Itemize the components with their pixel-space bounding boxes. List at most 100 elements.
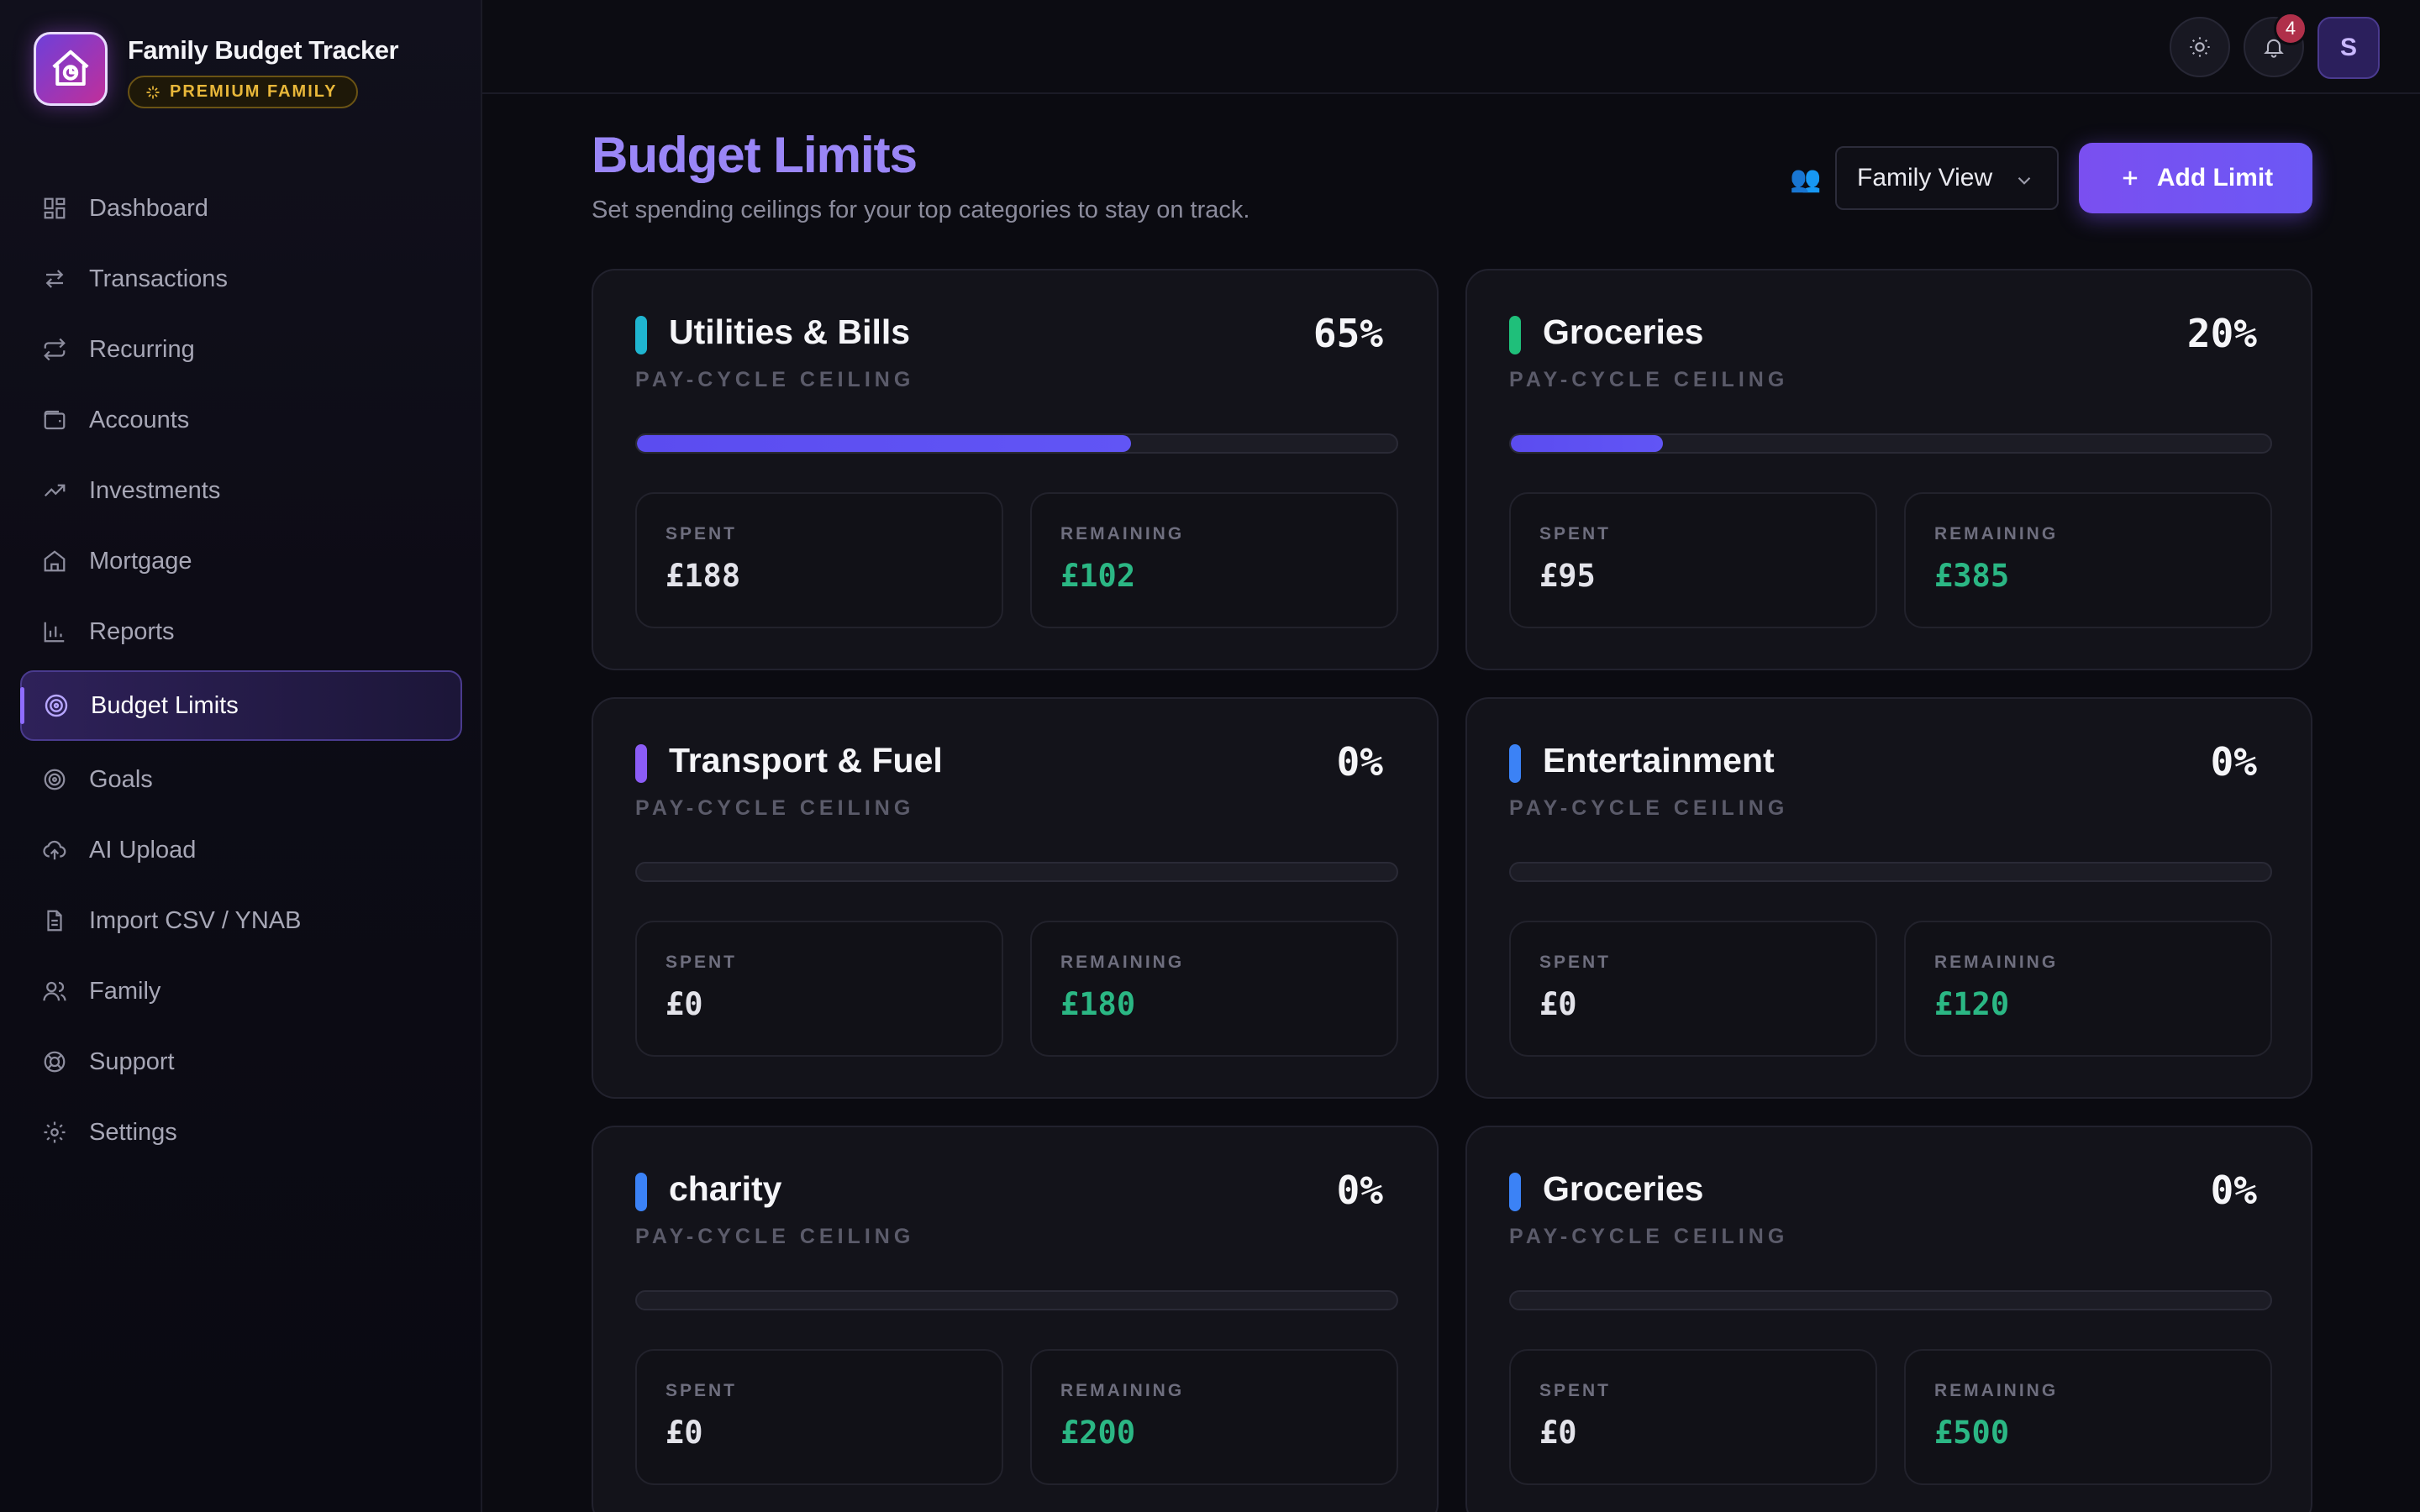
users-icon (40, 977, 69, 1005)
category-color-indicator (1509, 316, 1521, 354)
budget-card[interactable]: charity PAY-CYCLE CEILING 0% SPENT £0 RE… (592, 1126, 1439, 1512)
spent-stat: SPENT £0 (635, 1349, 1003, 1485)
remaining-stat: REMAINING £200 (1030, 1349, 1398, 1485)
app-logo (34, 32, 108, 106)
spent-stat: SPENT £0 (1509, 921, 1877, 1057)
page-title: Budget Limits (592, 127, 918, 183)
spent-label: SPENT (1539, 524, 1612, 543)
category-name: Entertainment (1543, 741, 1775, 780)
sidebar-item-reports[interactable]: Reports (20, 596, 462, 667)
brand[interactable]: Family Budget Tracker PREMIUM FAMILY (34, 32, 399, 108)
usage-percent: 0% (1336, 1168, 1383, 1213)
spent-value: £0 (666, 986, 703, 1022)
sidebar-item-label: Accounts (89, 406, 190, 433)
sidebar-item-label: Goals (89, 765, 153, 793)
spent-label: SPENT (666, 524, 738, 543)
sidebar-item-label: Recurring (89, 335, 195, 363)
remaining-value: £102 (1060, 558, 1136, 594)
view-select-value: Family View (1857, 164, 1993, 192)
usage-percent: 0% (2210, 739, 2257, 785)
sidebar-item-label: Settings (89, 1118, 177, 1146)
avatar[interactable]: S (2317, 17, 2380, 79)
category-color-indicator (635, 316, 647, 354)
category-color-indicator (635, 744, 647, 783)
sidebar-item-import-csv[interactable]: Import CSV / YNAB (20, 885, 462, 956)
budget-card[interactable]: Utilities & Bills PAY-CYCLE CEILING 65% … (592, 269, 1439, 670)
premium-badge-label: PREMIUM FAMILY (170, 82, 338, 101)
sidebar-item-ai-upload[interactable]: AI Upload (20, 815, 462, 885)
sidebar-item-accounts[interactable]: Accounts (20, 385, 462, 455)
spent-label: SPENT (666, 1381, 738, 1400)
spent-value: £188 (666, 558, 741, 594)
notifications-button[interactable]: 4 (2244, 12, 2307, 77)
ceiling-label: PAY-CYCLE CEILING (1509, 1225, 1789, 1248)
spent-label: SPENT (666, 953, 738, 972)
wallet-icon (40, 406, 69, 434)
sidebar-item-dashboard[interactable]: Dashboard (20, 173, 462, 244)
sidebar-item-support[interactable]: Support (20, 1026, 462, 1097)
sidebar-item-transactions[interactable]: Transactions (20, 244, 462, 314)
sidebar-item-recurring[interactable]: Recurring (20, 314, 462, 385)
view-select[interactable]: Family View (1835, 146, 2059, 210)
budget-card[interactable]: Transport & Fuel PAY-CYCLE CEILING 0% SP… (592, 697, 1439, 1099)
category-color-indicator (1509, 1173, 1521, 1211)
progress-track (635, 862, 1398, 882)
progress-fill (637, 435, 1131, 452)
premium-badge: PREMIUM FAMILY (128, 76, 358, 108)
sidebar-nav: Dashboard Transactions Recurring Account… (20, 173, 462, 1168)
lifebuoy-icon (40, 1047, 69, 1076)
remaining-stat: REMAINING £385 (1904, 492, 2272, 628)
repeat-icon (40, 335, 69, 364)
category-color-indicator (1509, 744, 1521, 783)
spent-value: £95 (1539, 558, 1596, 594)
remaining-stat: REMAINING £102 (1030, 492, 1398, 628)
add-limit-label: Add Limit (2156, 164, 2274, 192)
remaining-label: REMAINING (1934, 953, 2059, 972)
remaining-value: £500 (1934, 1415, 2010, 1451)
chevron-down-icon (2018, 176, 2031, 185)
remaining-stat: REMAINING £500 (1904, 1349, 2272, 1485)
remaining-stat: REMAINING £120 (1904, 921, 2272, 1057)
category-name: Groceries (1543, 312, 1704, 351)
remaining-label: REMAINING (1060, 1381, 1185, 1400)
sidebar: Family Budget Tracker PREMIUM FAMILY Das… (0, 0, 482, 1512)
family-view-icon: 👥 (1790, 165, 1822, 193)
page-subtitle: Set spending ceilings for your top categ… (592, 197, 1250, 223)
spent-stat: SPENT £0 (635, 921, 1003, 1057)
spent-value: £0 (1539, 986, 1577, 1022)
budget-card[interactable]: Entertainment PAY-CYCLE CEILING 0% SPENT… (1465, 697, 2312, 1099)
progress-track (635, 433, 1398, 454)
sidebar-item-family[interactable]: Family (20, 956, 462, 1026)
sun-icon (2190, 37, 2210, 57)
remaining-value: £385 (1934, 558, 2010, 594)
sidebar-item-mortgage[interactable]: Mortgage (20, 526, 462, 596)
home-icon (40, 547, 69, 575)
sidebar-item-budget-limits[interactable]: Budget Limits (20, 670, 462, 741)
theme-toggle-button[interactable] (2170, 17, 2230, 77)
spent-stat: SPENT £95 (1509, 492, 1877, 628)
sidebar-item-investments[interactable]: Investments (20, 455, 462, 526)
top-bar: 4 S (482, 0, 2420, 94)
sidebar-item-settings[interactable]: Settings (20, 1097, 462, 1168)
trend-up-icon (40, 476, 69, 505)
bell-icon (2264, 39, 2284, 58)
usage-percent: 0% (2210, 1168, 2257, 1213)
sidebar-item-label: Investments (89, 476, 221, 504)
category-name: Transport & Fuel (669, 741, 943, 780)
goal-icon (40, 765, 69, 794)
progress-track (635, 1290, 1398, 1310)
usage-percent: 65% (1313, 311, 1383, 356)
budget-card[interactable]: Groceries PAY-CYCLE CEILING 20% SPENT £9… (1465, 269, 2312, 670)
add-limit-button[interactable]: Add Limit (2079, 143, 2312, 213)
arrows-swap-icon (40, 265, 69, 293)
remaining-label: REMAINING (1060, 953, 1185, 972)
usage-percent: 20% (2186, 311, 2257, 356)
spent-stat: SPENT £0 (1509, 1349, 1877, 1485)
spent-label: SPENT (1539, 1381, 1612, 1400)
sidebar-item-goals[interactable]: Goals (20, 744, 462, 815)
remaining-value: £120 (1934, 986, 2010, 1022)
grid-icon (40, 194, 69, 223)
category-name: Groceries (1543, 1169, 1704, 1208)
sidebar-item-label: Budget Limits (91, 691, 239, 719)
budget-card[interactable]: Groceries PAY-CYCLE CEILING 0% SPENT £0 … (1465, 1126, 2312, 1512)
